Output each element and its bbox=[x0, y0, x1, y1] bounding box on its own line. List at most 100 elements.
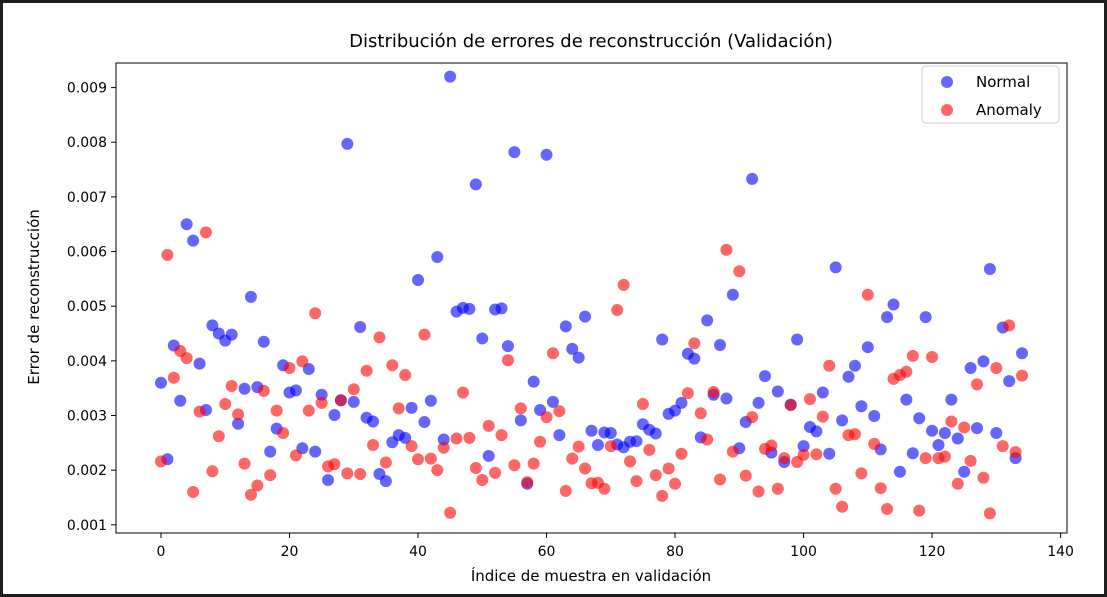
y-tick-label: 0.008 bbox=[67, 135, 107, 151]
data-point-anomaly bbox=[270, 404, 283, 417]
data-point-normal bbox=[951, 432, 964, 445]
data-point-anomaly bbox=[367, 439, 380, 452]
data-point-anomaly bbox=[527, 457, 540, 470]
data-point-anomaly bbox=[707, 386, 720, 398]
plot-area-frame bbox=[115, 62, 1068, 534]
data-point-normal bbox=[868, 410, 881, 423]
data-point-normal bbox=[752, 396, 765, 409]
data-point-normal bbox=[675, 396, 688, 409]
data-point-normal bbox=[591, 439, 604, 452]
data-point-anomaly bbox=[289, 449, 302, 462]
x-tick-label: 140 bbox=[1047, 544, 1074, 560]
data-point-normal bbox=[848, 359, 861, 372]
data-point-normal bbox=[418, 416, 431, 429]
data-point-normal bbox=[1016, 347, 1029, 360]
data-point-anomaly bbox=[476, 473, 489, 486]
data-point-anomaly bbox=[649, 469, 662, 482]
data-point-normal bbox=[463, 302, 476, 315]
data-point-normal bbox=[379, 475, 392, 488]
data-point-anomaly bbox=[540, 411, 553, 424]
data-point-anomaly bbox=[251, 479, 264, 492]
data-point-anomaly bbox=[778, 452, 791, 465]
data-point-anomaly bbox=[495, 429, 508, 442]
data-point-normal bbox=[476, 332, 489, 345]
data-point-anomaly bbox=[971, 378, 984, 391]
data-point-anomaly bbox=[386, 359, 399, 372]
data-point-anomaly bbox=[1009, 446, 1022, 459]
data-point-normal bbox=[501, 340, 514, 353]
data-point-normal bbox=[701, 314, 714, 327]
data-point-anomaly bbox=[187, 486, 200, 499]
data-point-anomaly bbox=[521, 476, 534, 489]
x-tick-label: 60 bbox=[538, 544, 556, 560]
data-point-normal bbox=[232, 417, 245, 430]
data-point-normal bbox=[604, 426, 617, 439]
data-point-anomaly bbox=[399, 369, 412, 382]
data-point-normal bbox=[341, 137, 354, 150]
data-point-normal bbox=[932, 439, 945, 452]
data-point-anomaly bbox=[938, 450, 951, 463]
data-point-anomaly bbox=[431, 464, 444, 477]
data-point-anomaly bbox=[508, 459, 521, 472]
data-point-anomaly bbox=[643, 443, 656, 456]
data-point-normal bbox=[913, 412, 926, 425]
data-point-anomaly bbox=[579, 462, 592, 475]
data-point-anomaly bbox=[765, 439, 778, 452]
data-point-anomaly bbox=[315, 396, 328, 409]
data-point-normal bbox=[527, 375, 540, 388]
data-point-anomaly bbox=[482, 419, 495, 432]
data-point-normal bbox=[836, 414, 849, 427]
data-point-normal bbox=[990, 426, 1003, 439]
data-point-anomaly bbox=[868, 437, 881, 450]
data-point-normal bbox=[553, 429, 566, 442]
legend-label-normal: Normal bbox=[976, 73, 1030, 91]
data-point-normal bbox=[154, 376, 167, 389]
data-point-anomaly bbox=[874, 482, 887, 495]
data-point-anomaly bbox=[951, 477, 964, 490]
data-point-anomaly bbox=[566, 452, 579, 465]
data-point-normal bbox=[971, 422, 984, 435]
data-point-anomaly bbox=[746, 411, 759, 424]
data-point-normal bbox=[630, 435, 643, 448]
data-point-anomaly bbox=[334, 394, 347, 407]
y-tick-label: 0.004 bbox=[67, 354, 107, 370]
data-point-anomaly bbox=[803, 393, 816, 406]
data-point-normal bbox=[540, 148, 553, 161]
data-point-anomaly bbox=[199, 226, 212, 239]
legend-box bbox=[921, 65, 1060, 124]
data-point-normal bbox=[225, 328, 238, 341]
data-point-anomaly bbox=[232, 408, 245, 421]
data-point-normal bbox=[367, 415, 380, 428]
data-point-anomaly bbox=[829, 482, 842, 495]
data-point-normal bbox=[469, 178, 482, 191]
data-point-anomaly bbox=[354, 467, 367, 480]
data-point-normal bbox=[983, 263, 996, 276]
data-point-anomaly bbox=[238, 457, 251, 470]
x-tick-label: 0 bbox=[157, 544, 166, 560]
data-point-anomaly bbox=[958, 421, 971, 434]
data-point-anomaly bbox=[919, 452, 932, 465]
data-point-anomaly bbox=[656, 489, 669, 502]
data-point-normal bbox=[444, 70, 457, 83]
data-point-normal bbox=[938, 426, 951, 439]
data-point-anomaly bbox=[212, 430, 225, 443]
data-point-normal bbox=[405, 401, 418, 414]
data-point-anomaly bbox=[437, 441, 450, 454]
data-point-anomaly bbox=[855, 467, 868, 480]
data-point-normal bbox=[726, 288, 739, 301]
data-point-normal bbox=[315, 388, 328, 401]
data-point-normal bbox=[816, 386, 829, 399]
data-point-normal bbox=[514, 414, 527, 427]
data-point-anomaly bbox=[836, 500, 849, 513]
data-point-anomaly bbox=[913, 504, 926, 517]
data-point-anomaly bbox=[861, 288, 874, 301]
data-point-normal bbox=[746, 172, 759, 185]
data-point-anomaly bbox=[257, 384, 270, 397]
data-point-normal bbox=[906, 447, 919, 460]
data-point-anomaly bbox=[900, 365, 913, 378]
data-point-normal bbox=[585, 424, 598, 437]
data-point-normal bbox=[900, 393, 913, 406]
data-point-anomaly bbox=[816, 410, 829, 423]
data-point-anomaly bbox=[219, 398, 232, 411]
data-point-anomaly bbox=[611, 304, 624, 317]
